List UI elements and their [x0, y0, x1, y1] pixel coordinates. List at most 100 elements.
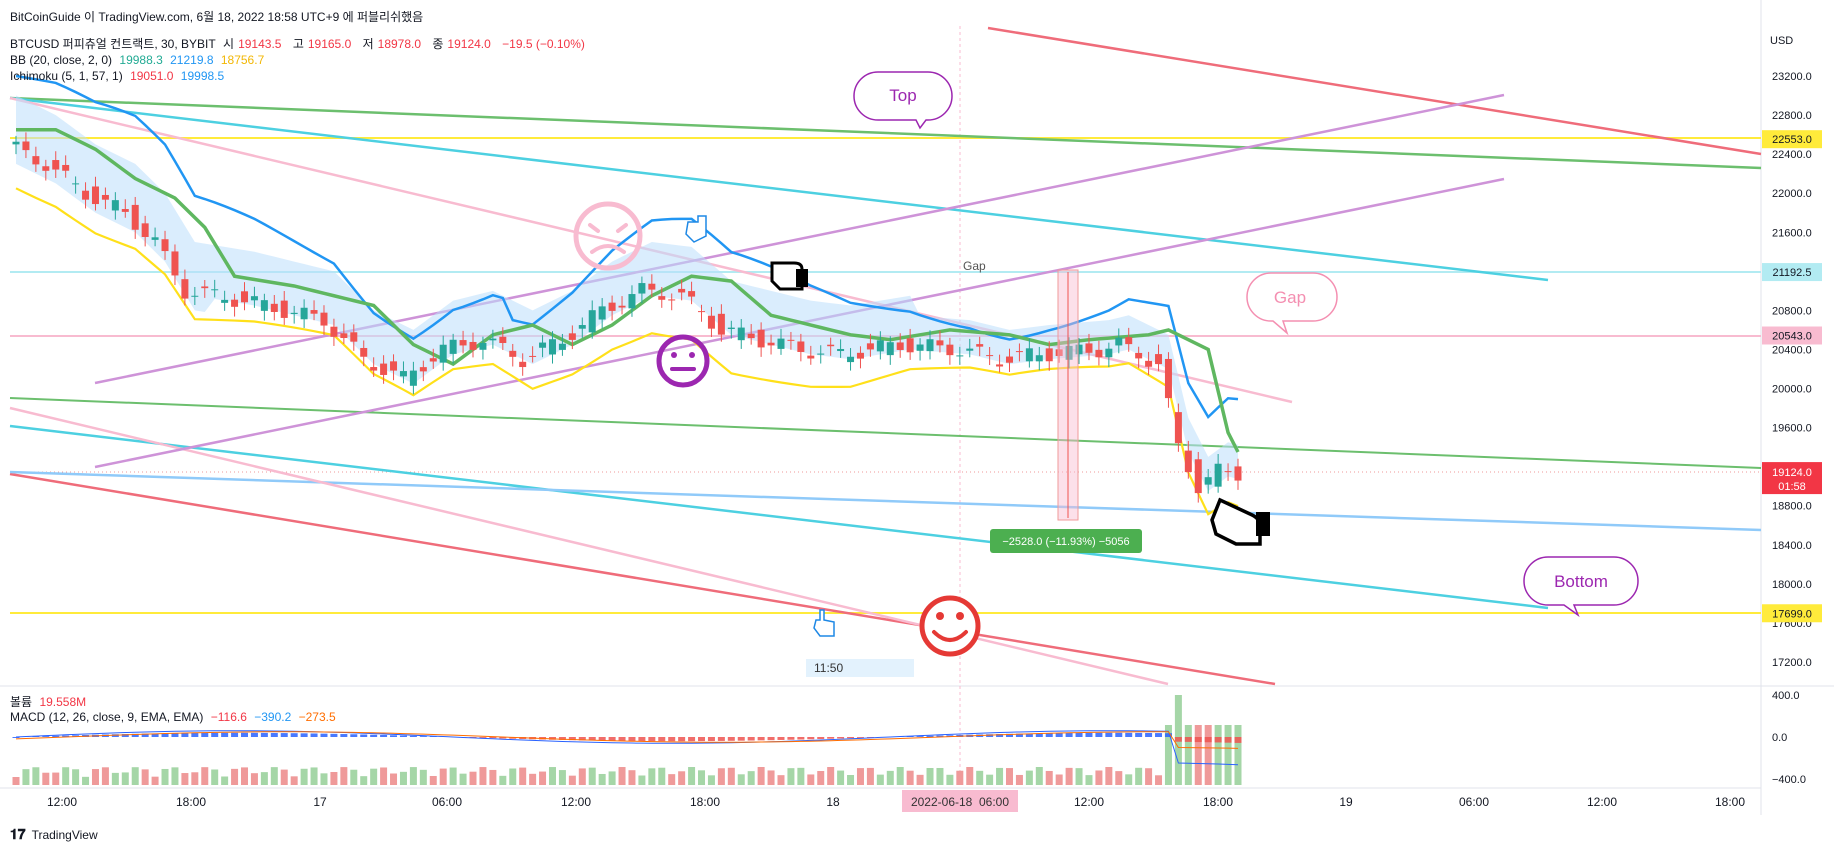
macd-legend[interactable]: MACD (12, 26, close, 9, EMA, EMA) −116.6…: [10, 710, 340, 724]
hand-cursor-small-icon: [685, 215, 707, 243]
macd-histogram-bar: [996, 734, 1004, 737]
candle-body: [469, 341, 477, 350]
candle-body: [1194, 459, 1202, 494]
volume-bar: [866, 767, 874, 785]
candle-body: [986, 355, 994, 357]
currency-label: USD: [1770, 35, 1793, 47]
candle-body: [568, 333, 576, 340]
volume-bar: [1055, 774, 1063, 785]
close-value: 19124.0: [447, 37, 491, 51]
callout-top-text: Top: [889, 86, 916, 105]
volume-bar: [1035, 767, 1043, 785]
candle-body: [946, 344, 954, 356]
candle-body: [608, 302, 616, 311]
last-price-label: 19124.0: [1772, 467, 1812, 479]
volume-bar: [1075, 768, 1083, 785]
macd-histogram-bar: [578, 737, 586, 741]
volume-bar: [91, 769, 99, 785]
candle-body: [1045, 348, 1053, 362]
indicators: [15, 74, 1240, 516]
crosshair-time-text: 2022-06-18 06:00: [911, 795, 1009, 809]
candle-body: [380, 363, 388, 375]
candle-body: [429, 358, 437, 362]
macd-histogram-bar: [141, 733, 149, 737]
candle-body: [32, 156, 40, 165]
candle-body: [1224, 471, 1232, 473]
candle-body: [519, 361, 527, 368]
candle-body: [588, 310, 596, 333]
candle-body: [479, 342, 487, 350]
volume-bar: [717, 768, 725, 785]
macd-histogram-bar: [390, 735, 398, 737]
macd-histogram-bar: [12, 737, 20, 738]
volume-bar: [618, 767, 626, 785]
publish-info: BitCoinGuide 이 TradingView.com, 6월 18, 2…: [10, 10, 424, 24]
hand-cursor-bottom-icon: [813, 609, 835, 637]
candle-body: [221, 299, 229, 303]
candle-body: [688, 291, 696, 297]
volume-bar: [509, 768, 517, 785]
volume-bar: [529, 773, 537, 785]
macd-histogram-bar: [1184, 737, 1192, 742]
macd-histogram-bar: [1214, 737, 1222, 743]
macd-histogram-bar: [906, 736, 914, 737]
macd-histogram-bar: [568, 737, 576, 741]
macd-histogram-bar: [817, 737, 825, 740]
macd-histogram-bar: [1135, 732, 1143, 737]
macd-label: MACD (12, 26, close, 9, EMA, EMA): [10, 710, 204, 724]
measure-tool[interactable]: −2528.0 (−11.93%) −5056: [990, 269, 1142, 553]
ichimoku-legend[interactable]: Ichimoku (5, 1, 57, 1) 19051.0 19998.5: [10, 69, 228, 83]
macd-histogram-bar: [191, 732, 199, 737]
time-tick: 12:00: [47, 795, 77, 809]
volume-bar: [996, 767, 1004, 785]
callout-top[interactable]: Top: [853, 71, 953, 130]
volume-bar: [1224, 725, 1232, 785]
macd-tick: 0.0: [1772, 732, 1787, 744]
sad-face-icon: [573, 201, 643, 271]
volume-bar: [151, 776, 159, 785]
volume-bar: [1164, 725, 1172, 785]
callout-gap[interactable]: Gap: [1246, 272, 1338, 336]
macd-histogram-bar: [32, 736, 40, 737]
candle-body: [270, 303, 278, 312]
macd-histogram-bar: [1065, 732, 1073, 737]
macd-histogram-bar: [469, 737, 477, 738]
time-axis[interactable]: 12:00 18:00 17 06:00 12:00 18:00 18 12:00 18:00 1…: [47, 795, 1745, 809]
macd-histogram-bar: [260, 732, 268, 737]
volume-bar: [350, 769, 358, 785]
candle-body: [717, 313, 725, 335]
candle-body: [548, 339, 556, 355]
candles[interactable]: [12, 132, 1242, 503]
candle-body: [260, 300, 268, 311]
candle-body: [648, 283, 656, 290]
macd-histogram-bar: [1145, 732, 1153, 737]
volume-bar: [211, 769, 219, 785]
tradingview-logo[interactable]: 𝟏𝟕 TradingView: [10, 826, 98, 843]
volume-bar: [1065, 767, 1073, 785]
bb-upper-band: [15, 74, 1239, 420]
callout-bottom[interactable]: Bottom: [1523, 556, 1639, 618]
macd-histogram-bar: [241, 732, 249, 737]
volume-bar: [628, 770, 636, 785]
time-tick: 06:00: [1459, 795, 1489, 809]
bb-legend[interactable]: BB (20, close, 2, 0) 19988.3 21219.8 187…: [10, 53, 268, 67]
macd-histogram-bar: [499, 737, 507, 739]
volume-bar: [22, 769, 30, 785]
volume-bar: [270, 767, 278, 785]
price-tick: 20800.0: [1772, 305, 1812, 317]
candle-body: [91, 186, 99, 205]
candle-body: [499, 336, 507, 344]
volume-bar: [539, 771, 547, 785]
macd-histogram-bar: [310, 733, 318, 737]
volume-legend[interactable]: 볼륨 19.558M: [10, 693, 90, 710]
open-value: 19143.5: [238, 37, 282, 51]
volume-bar: [340, 767, 348, 785]
macd-histogram-bar: [1075, 732, 1083, 737]
callout-bottom-text: Bottom: [1554, 572, 1608, 591]
bb-mid-value: 19988.3: [119, 53, 163, 67]
candle-body: [916, 344, 924, 351]
macd-histogram-bar: [399, 735, 407, 737]
candle-body: [171, 251, 179, 276]
candle-body: [956, 355, 964, 357]
